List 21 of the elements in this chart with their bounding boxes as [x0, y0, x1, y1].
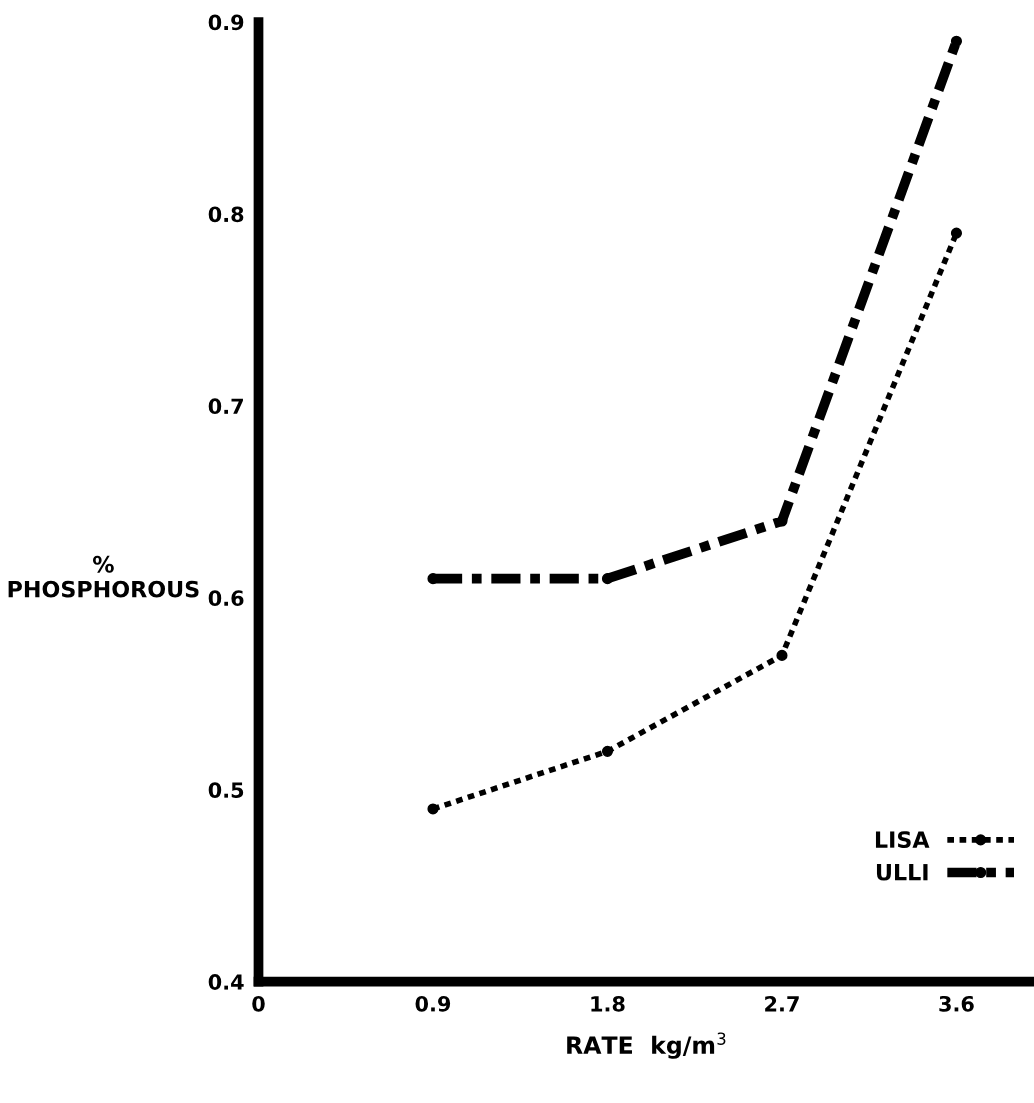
x-tick-label: 0	[252, 995, 265, 1012]
point	[950, 227, 963, 239]
point	[950, 35, 963, 47]
y-tick-label: 0.4	[208, 974, 244, 990]
y-tick-label: 0.6	[208, 590, 244, 607]
x-tick-label: 1.8	[591, 995, 625, 1012]
x-tick-label: 3.6	[939, 995, 974, 1012]
x-tick-label: 2.7	[765, 995, 799, 1012]
x-axis-title: RATE kg/m$^{3}$	[567, 1032, 726, 1059]
y-tick-label: 0.7	[208, 398, 243, 415]
y-tick-label: 0.9	[208, 14, 244, 31]
x-tick-label: 0.9	[415, 995, 451, 1012]
y-axis-title: % PHOSPHOROUS	[8, 555, 199, 598]
y-tick-label: 0.5	[208, 782, 244, 798]
legend-label: ULLI	[876, 864, 928, 881]
legend-label: LISA	[875, 831, 930, 848]
point	[776, 515, 788, 527]
point	[601, 745, 614, 757]
point	[427, 803, 439, 815]
point	[776, 649, 788, 661]
y-tick-label: 0.8	[208, 206, 244, 223]
